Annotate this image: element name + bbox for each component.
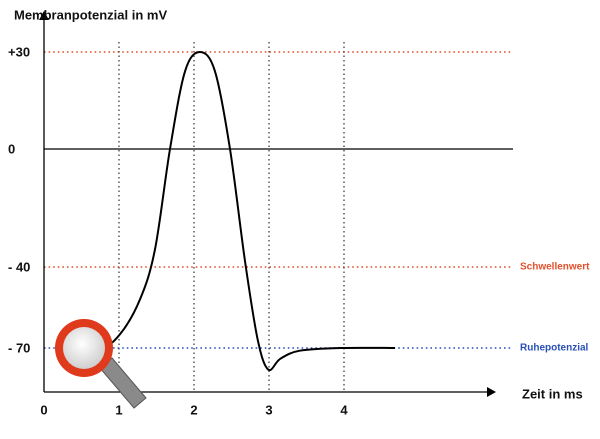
- potential-curve: [61, 50, 396, 372]
- x-tick-label: 1: [115, 402, 122, 417]
- x-tick-label: 2: [190, 402, 197, 417]
- y-tick-label: +30: [8, 44, 30, 59]
- y-tick-label: 0: [8, 141, 15, 156]
- x-tick-label: 3: [265, 402, 272, 417]
- y-axis-label: Membranpotenzial in mV: [14, 7, 167, 22]
- magnifier: [55, 319, 147, 409]
- x-tick-label: 4: [340, 402, 348, 417]
- y-tick-label: - 40: [8, 259, 30, 274]
- reference-label: Schwellenwert: [520, 262, 590, 273]
- x-axis-label: Zeit in ms: [522, 386, 583, 401]
- y-tick-label: - 70: [8, 340, 30, 355]
- reference-label: Ruhepotenzial: [520, 343, 589, 354]
- x-tick-label: 0: [40, 402, 47, 417]
